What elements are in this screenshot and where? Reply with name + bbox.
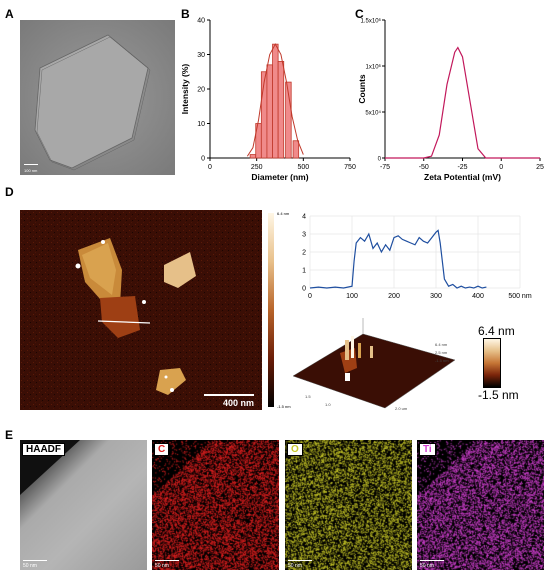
oxygen-scale-text: 50 nm	[288, 563, 302, 569]
afm-flakes	[20, 210, 262, 410]
y-tick-label: 10	[197, 121, 205, 128]
y-tick-label: 1	[302, 268, 306, 275]
profile-line	[309, 229, 487, 289]
y-tick-label: 1.5x10⁶	[361, 18, 382, 25]
carbon-scale-text: 50 nm	[155, 563, 169, 569]
afm-image: 400 nm	[20, 210, 262, 410]
histogram-bar	[266, 64, 273, 159]
carbon-map: C 50 nm	[152, 440, 279, 570]
carbon-map-canvas	[152, 440, 279, 570]
y-tick-label: 3	[302, 232, 306, 239]
svg-text:1.5: 1.5	[305, 394, 311, 399]
carbon-scalebar	[155, 560, 179, 561]
height-profile-chart: 0 1 2 3 4 0 100 200 300 400 500 nm	[302, 214, 532, 301]
svg-text:1.0: 1.0	[325, 402, 331, 407]
y-tick-label: 2	[302, 250, 306, 257]
zeta-line	[385, 46, 540, 159]
x-tick-label: 250	[251, 164, 263, 171]
panel-label-c: C	[355, 7, 364, 21]
panel-label-e: E	[5, 428, 14, 442]
y-tick-label: 0	[378, 157, 382, 163]
oxygen-label: O	[287, 443, 303, 456]
svg-text:6.4 nm: 6.4 nm	[435, 342, 448, 347]
y-tick-label: 1x10⁶	[366, 64, 382, 71]
haadf-label: HAADF	[22, 443, 65, 456]
y-tick-label: 5x10⁴	[365, 110, 381, 117]
titanium-map: Ti 50 nm	[417, 440, 544, 570]
afm-3d-view: 6.4 nm 2.5 nm -1.5 nm 1.5 1.0 2.0 um	[292, 318, 456, 411]
svg-text:2.5 nm: 2.5 nm	[435, 350, 448, 355]
x-tick-label: -75	[380, 164, 390, 171]
panel-label-a: A	[5, 7, 14, 21]
x-tick-label: 0	[208, 164, 212, 171]
y-tick-label: 20	[197, 87, 205, 94]
x-tick-label: 0	[499, 164, 503, 171]
histogram-bar	[292, 140, 300, 159]
afm-mini-cb-min: -1.5 nm	[277, 404, 291, 409]
oxygen-scalebar	[288, 560, 312, 561]
tem-flake	[20, 20, 175, 175]
histogram-bar	[285, 81, 292, 159]
y-tick-label: 30	[197, 52, 205, 59]
x-tick-label: -50	[419, 164, 429, 171]
afm-colorbar	[483, 338, 501, 388]
histogram-bar	[277, 61, 285, 159]
afm-mini-colorbar	[268, 213, 274, 407]
colorbar-max: 6.4 nm	[478, 324, 515, 338]
x-tick-label: 400	[472, 293, 484, 300]
fit-curve	[246, 43, 304, 157]
titanium-map-canvas	[417, 440, 544, 570]
haadf-map: HAADF 50 nm	[20, 440, 147, 570]
tem-scalebar	[24, 164, 38, 165]
histogram-bar	[272, 43, 279, 159]
y-tick-label: 0	[201, 156, 205, 163]
y-axis-title: Counts	[357, 74, 367, 104]
x-tick-label: 300	[430, 293, 442, 300]
haadf-scalebar	[23, 560, 47, 561]
afm-mini-cb-max: 6.4 nm	[277, 211, 290, 216]
zeta-chart: 0 5x10⁴ 1x10⁶ 1.5x10⁶ -75 -50 -25 0 25 Zeta Poten…	[357, 18, 544, 183]
tem-scale-text: 100 nm	[24, 168, 38, 173]
haadf-scale-text: 50 nm	[23, 563, 37, 569]
panel-label-d: D	[5, 185, 14, 199]
svg-text:-1.5 nm: -1.5 nm	[435, 358, 449, 363]
histogram-chart: 0 10 20 30 40 0 250 500 750 Diameter (nm) Intensit…	[180, 18, 356, 183]
titanium-scale-text: 50 nm	[420, 563, 434, 569]
x-tick-label: 500 nm	[508, 293, 532, 300]
afm-scale-text: 400 nm	[222, 398, 254, 408]
y-axis-title: Intensity (%)	[180, 64, 190, 115]
panel-label-b: B	[181, 7, 190, 21]
x-tick-label: -25	[457, 164, 467, 171]
histogram-bar	[249, 154, 257, 159]
afm-scalebar	[204, 394, 254, 396]
oxygen-map-canvas	[285, 440, 412, 570]
y-tick-label: 0	[302, 286, 306, 293]
y-tick-label: 4	[302, 214, 306, 221]
titanium-scalebar	[420, 560, 444, 561]
x-tick-label: 100	[346, 293, 358, 300]
x-tick-label: 200	[388, 293, 400, 300]
y-tick-label: 40	[197, 18, 205, 25]
x-axis-title: Zeta Potential (mV)	[424, 172, 501, 182]
x-tick-label: 25	[536, 164, 544, 171]
oxygen-map: O 50 nm	[285, 440, 412, 570]
carbon-label: C	[154, 443, 170, 456]
svg-text:2.0 um: 2.0 um	[395, 406, 408, 411]
x-axis-title: Diameter (nm)	[251, 172, 308, 182]
x-tick-label: 750	[344, 164, 356, 171]
titanium-label: Ti	[419, 443, 436, 456]
x-tick-label: 500	[297, 164, 309, 171]
colorbar-min: -1.5 nm	[478, 388, 519, 402]
x-tick-label: 0	[308, 293, 312, 300]
tem-image: 100 nm	[20, 20, 175, 175]
